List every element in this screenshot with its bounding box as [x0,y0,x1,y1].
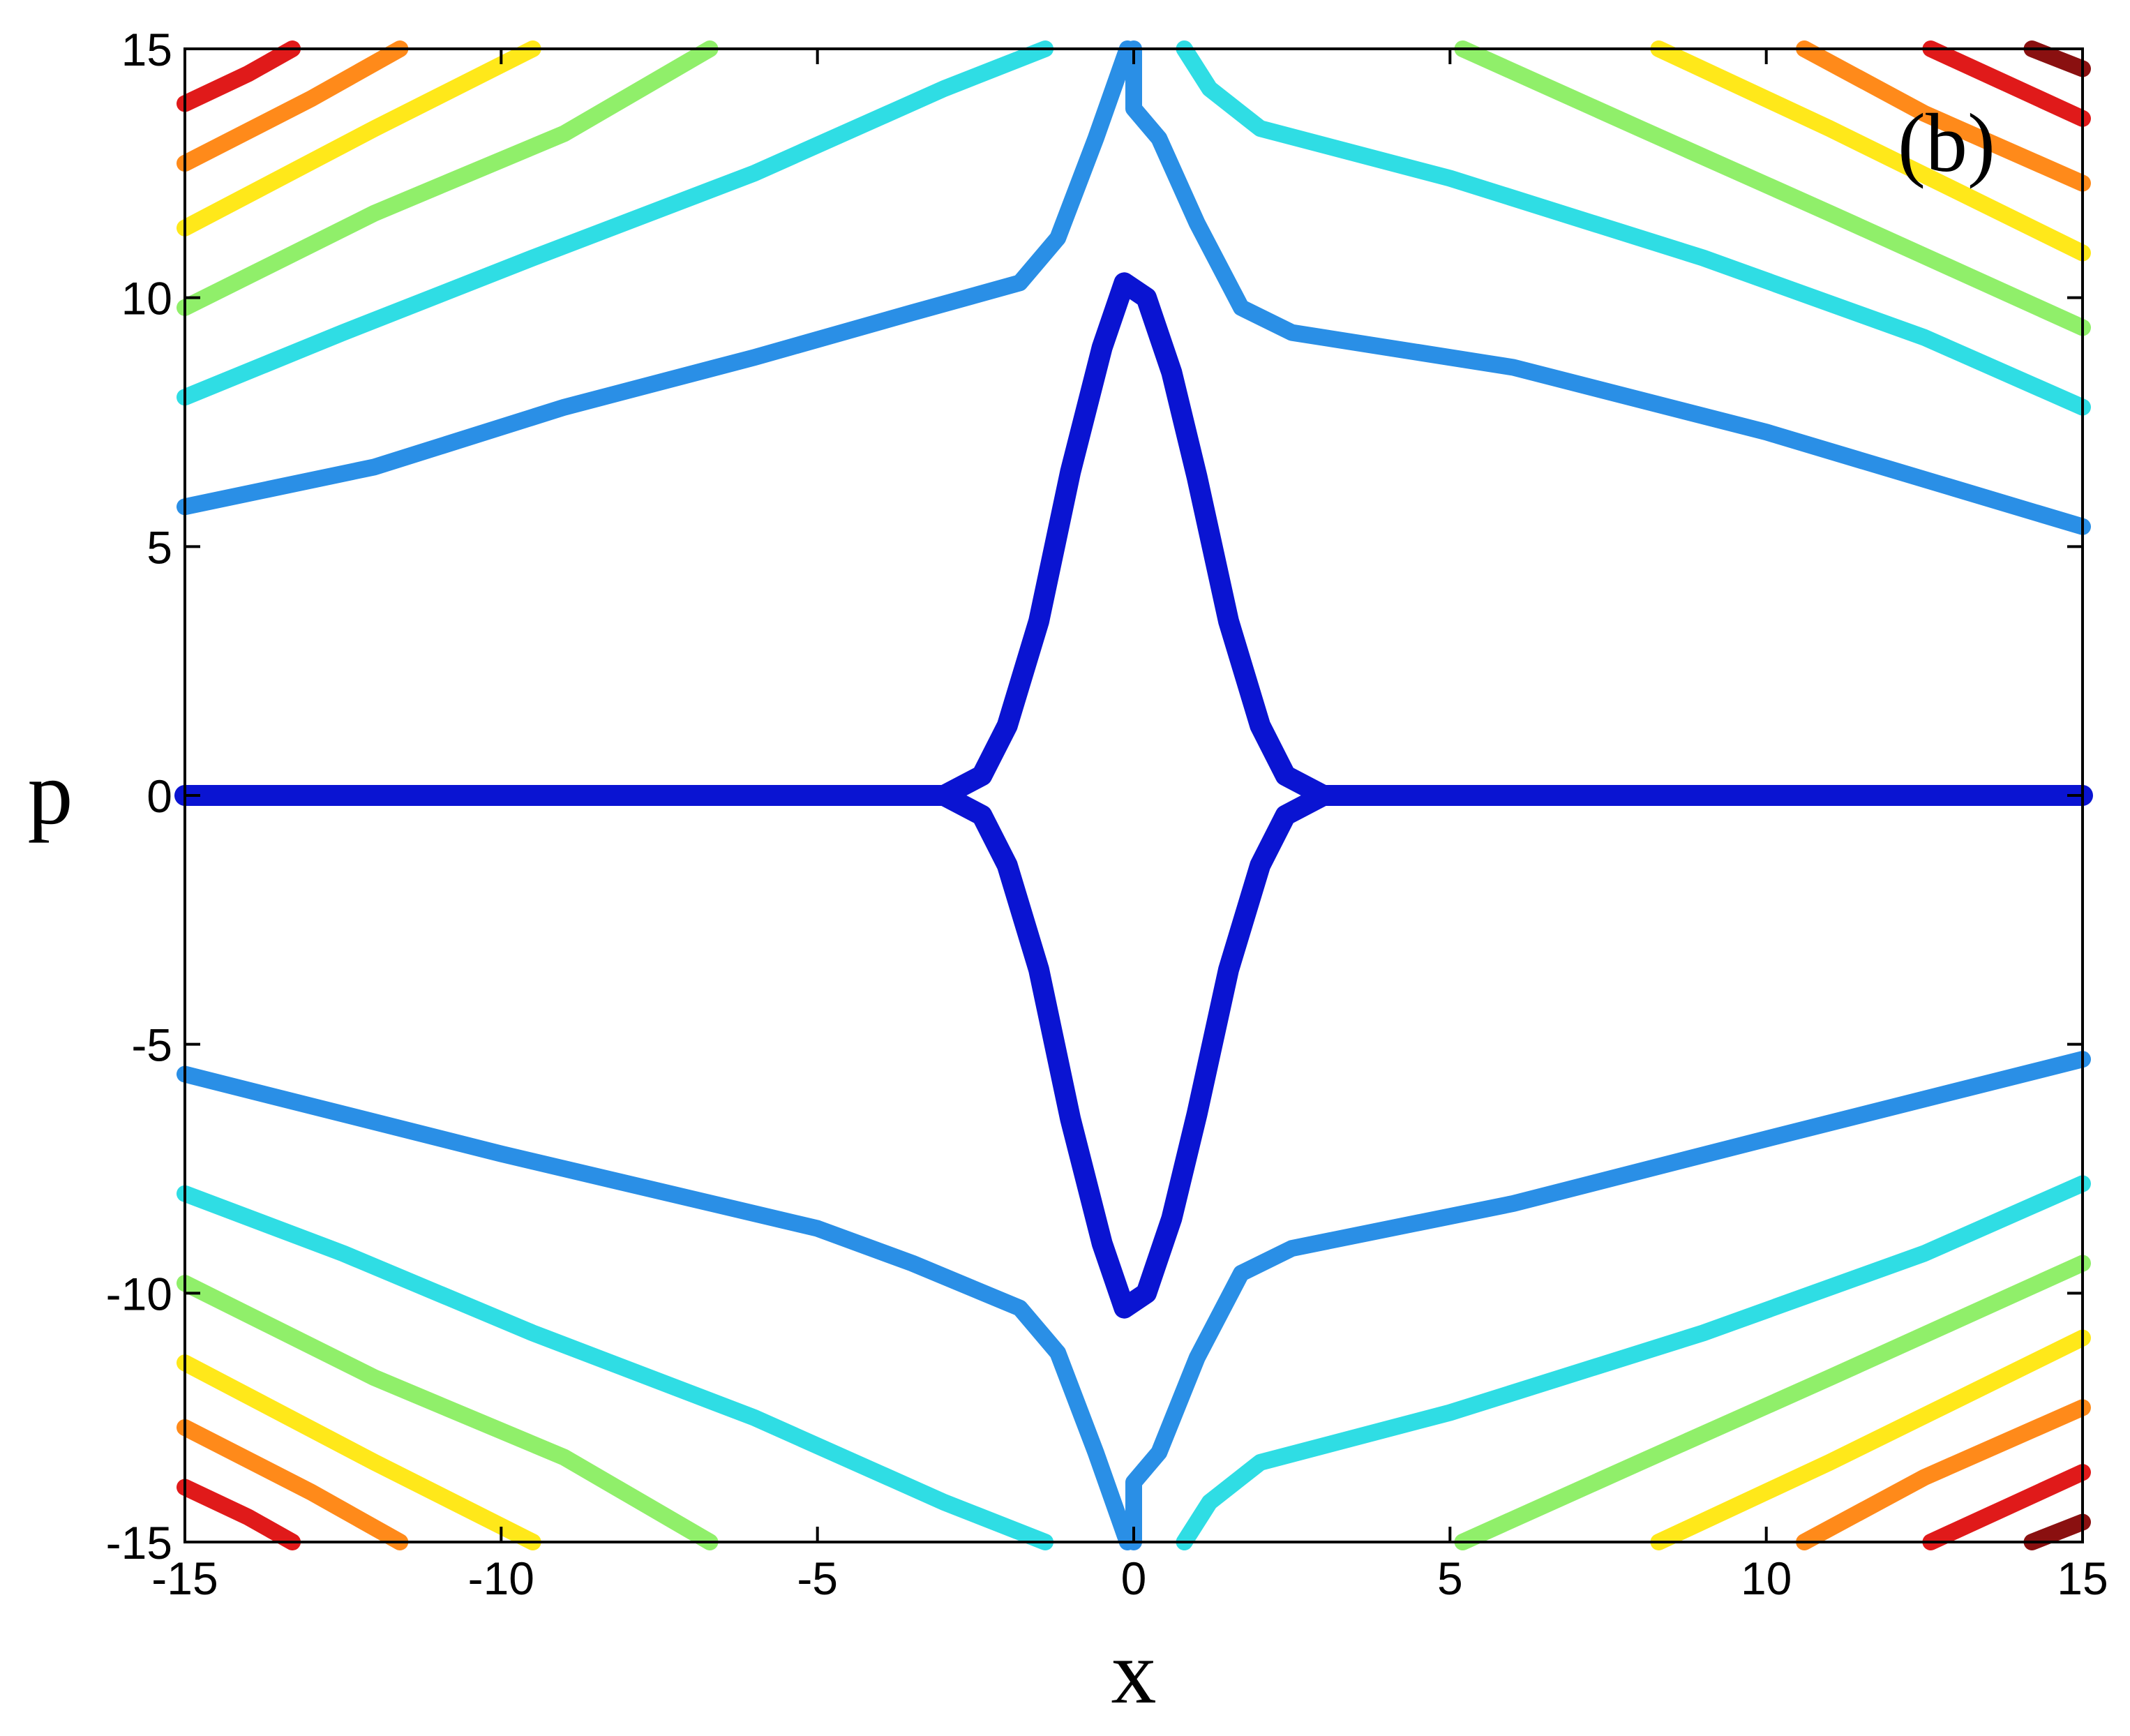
panel-label: (b) [1898,96,1995,189]
contour-line-2-2 [177,1185,1054,1550]
y-tick-label-1: 10 [121,273,172,324]
x-tick-label-3: 0 [1121,1552,1147,1604]
x-tick-label-5: 10 [1741,1552,1792,1604]
contour-line-6-1 [1922,40,2091,127]
contour-line-3-3 [1454,1255,2091,1550]
contour-line-5-1 [1796,40,2091,192]
contour-line-1-3 [1125,1051,2091,1550]
y-tick-label-5: -10 [106,1268,172,1319]
x-tick-label-0: -15 [151,1552,218,1604]
contour-line-4-2 [177,1354,541,1550]
contour-line-5-0 [177,40,409,172]
contour-line-0-0 [174,272,2093,806]
contour-lines [174,40,2093,1550]
contour-line-6-0 [177,40,301,112]
y-axis-label: p [28,743,73,844]
x-tick-labels: -15 -10 -5 0 5 10 15 [151,1552,2108,1604]
contour-line-2-1 [1176,40,2091,416]
contour-line-4-1 [1650,40,2091,262]
contour-line-1-2 [177,1065,1136,1550]
x-tick-label-2: -5 [797,1552,838,1604]
contour-line-3-1 [1454,40,2091,336]
contour-line-4-0 [177,40,541,237]
y-tick-label-6: -15 [106,1517,172,1569]
y-tick-label-0: 15 [121,24,172,75]
contour-line-0-1 [933,785,1334,1319]
contour-line-5-3 [1796,1399,2091,1550]
x-tick-label-4: 5 [1437,1552,1463,1604]
contour-line-1-0 [177,40,1136,516]
contour-line-6-3 [1922,1464,2091,1550]
y-tick-label-4: -5 [131,1019,172,1071]
x-tick-label-1: -10 [468,1552,534,1604]
x-axis-label: x [1111,1622,1157,1723]
axis-ticks [183,47,2084,1543]
contour-line-7-0 [2023,40,2091,77]
contour-line-2-3 [1176,1175,2091,1550]
contour-line-1-1 [1125,40,2091,535]
x-tick-label-6: 15 [2057,1552,2108,1604]
y-tick-label-2: 5 [147,521,172,573]
contour-line-3-0 [177,40,719,316]
y-tick-label-3: 0 [147,770,172,822]
contour-line-2-0 [177,40,1054,406]
contour-line-3-2 [177,1275,719,1550]
contour-line-6-2 [177,1479,301,1550]
y-tick-labels: 15 10 5 0 -5 -10 -15 [106,24,172,1569]
contour-line-7-1 [2023,1513,2091,1550]
contour-line-5-2 [177,1419,409,1550]
contour-line-4-3 [1650,1329,2091,1550]
